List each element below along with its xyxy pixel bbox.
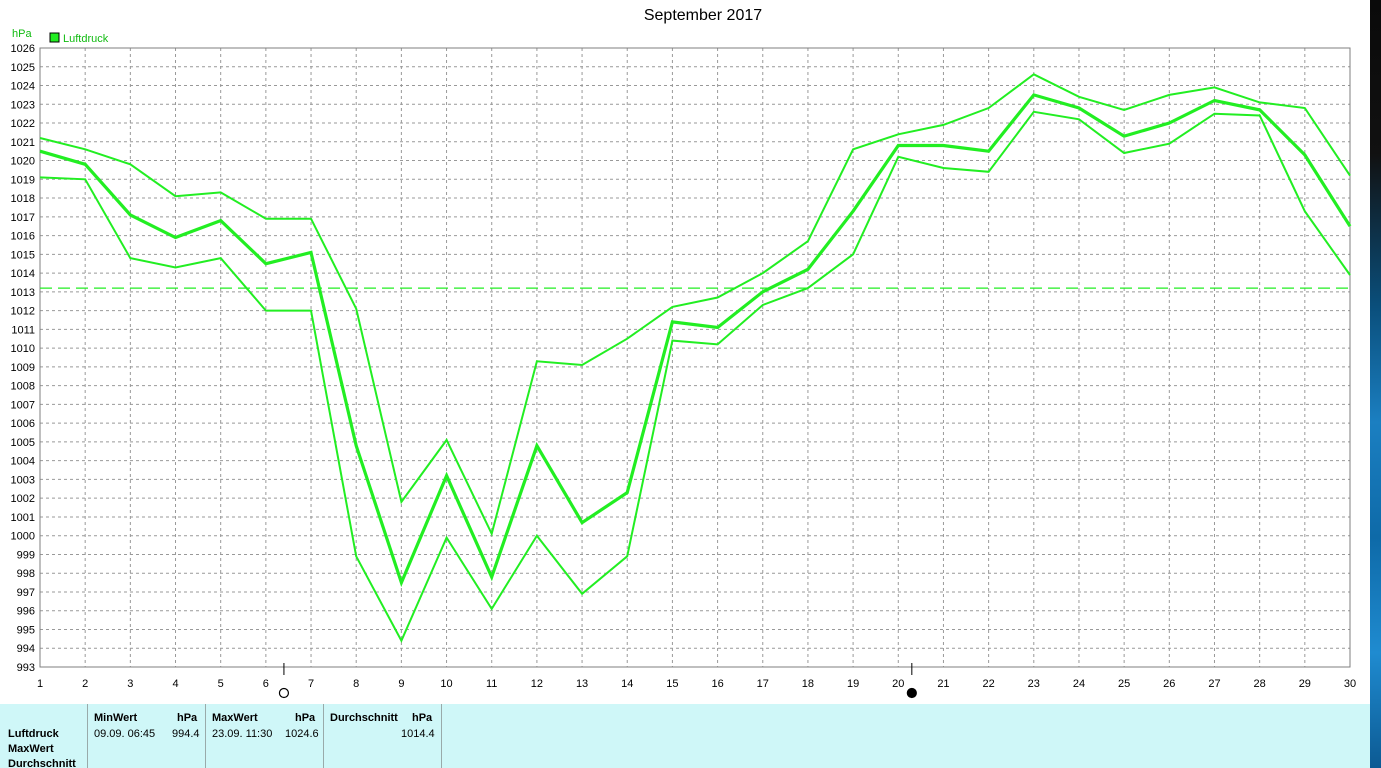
y-tick-label: 999: [17, 549, 35, 561]
y-axis-unit: hPa: [12, 28, 32, 40]
max-value: 1024.6: [285, 728, 319, 740]
x-tick-label: 24: [1073, 678, 1085, 690]
column-divider: [205, 704, 206, 768]
plot-frame: [39, 47, 1351, 668]
min-unit: hPa: [177, 712, 198, 724]
y-tick-label: 1002: [11, 493, 35, 505]
x-tick-label: 12: [531, 678, 543, 690]
x-tick-label: 14: [621, 678, 633, 690]
new-moon-icon: [906, 687, 917, 699]
x-tick-label: 30: [1344, 678, 1356, 690]
y-tick-label: 1021: [11, 137, 35, 149]
y-tick-label: 1009: [11, 362, 35, 374]
x-tick-label: 17: [757, 678, 769, 690]
max-header: MaxWert: [212, 712, 258, 724]
series-line-1: [39, 93, 1352, 588]
x-tick-label: 9: [398, 678, 404, 690]
min-value: 994.4: [172, 728, 200, 740]
column-divider: [323, 704, 324, 768]
x-tick-label: 13: [576, 678, 588, 690]
y-tick-label: 1025: [11, 62, 35, 74]
min-header: MinWert: [94, 712, 138, 724]
y-tick-label: 1018: [11, 193, 35, 205]
y-tick-label: 1004: [11, 456, 35, 468]
y-tick-label: 1005: [11, 437, 35, 449]
x-tick-label: 29: [1299, 678, 1311, 690]
y-tick-label: 1007: [11, 399, 35, 411]
max-datetime: 23.09. 11:30: [212, 728, 273, 740]
y-tick-label: 1026: [11, 43, 35, 55]
y-tick-label: 1020: [11, 156, 35, 168]
legend-entry: Luftdruck: [63, 33, 109, 45]
min-datetime: 09.09. 06:45: [94, 728, 156, 740]
x-tick-label: 16: [711, 678, 723, 690]
series-line-3: [39, 110, 1351, 643]
y-tick-label: 1003: [11, 474, 35, 486]
x-tick-label: 22: [982, 678, 994, 690]
y-tick-label: 1001: [11, 512, 35, 524]
y-tick-label: 1011: [11, 324, 35, 336]
y-tick-label: 1022: [11, 118, 35, 130]
y-tick-label: 994: [17, 643, 35, 655]
x-tick-label: 15: [666, 678, 678, 690]
y-tick-label: 1008: [11, 381, 35, 393]
pressure-chart: September 2017 993 994 995 996 997 998 999 1000 1…: [11, 7, 1356, 699]
x-tick-label: 26: [1163, 678, 1175, 690]
avg-unit: hPa: [412, 712, 433, 724]
y-tick-label: 1006: [11, 418, 35, 430]
avg-header: Durchschnitt: [330, 712, 398, 724]
y-tick-label: 1010: [11, 343, 35, 355]
stats-panel: Luftdruck MaxWert Durchschnitt MinWert h…: [0, 704, 1370, 768]
series-line-2: [39, 73, 1351, 537]
y-tick-label: 1023: [11, 99, 35, 111]
y-tick-label: 1012: [11, 306, 35, 318]
window-edge-strip: [1370, 0, 1381, 768]
avg-value: 1014.4: [401, 728, 435, 740]
y-tick-label: 1015: [11, 249, 35, 261]
max-unit: hPa: [295, 712, 316, 724]
x-tick-label: 18: [802, 678, 814, 690]
x-tick-label: 23: [1028, 678, 1040, 690]
y-tick-label: 1013: [11, 287, 35, 299]
y-tick-label: 998: [17, 568, 35, 580]
x-tick-label: 25: [1118, 678, 1130, 690]
x-tick-label: 20: [892, 678, 904, 690]
column-divider: [441, 704, 442, 768]
x-tick-label: 19: [847, 678, 859, 690]
legend-swatch: [49, 32, 60, 43]
y-tick-label: 1019: [11, 174, 35, 186]
y-tick-label: 1000: [11, 531, 35, 543]
chart-title: September 2017: [644, 7, 762, 24]
x-tick-label: 3: [127, 678, 133, 690]
x-tick-label: 4: [172, 678, 178, 690]
x-tick-label: 10: [440, 678, 452, 690]
x-tick-label: 21: [937, 678, 949, 690]
column-divider: [87, 704, 88, 768]
y-tick-label: 1024: [11, 81, 35, 93]
y-tick-label: 996: [17, 606, 35, 618]
y-tick-label: 1014: [11, 268, 35, 280]
x-tick-label: 5: [218, 678, 224, 690]
x-tick-label: 6: [263, 678, 269, 690]
stats-row-label: Durchschnitt: [8, 758, 76, 768]
x-tick-label: 27: [1208, 678, 1220, 690]
full-moon-icon: [278, 687, 290, 699]
y-tick-label: 997: [17, 587, 35, 599]
x-tick-label: 8: [353, 678, 359, 690]
y-tick-label: 1016: [11, 231, 35, 243]
y-tick-label: 993: [17, 662, 35, 674]
y-tick-label: 995: [17, 624, 35, 636]
y-tick-label: 1017: [11, 212, 35, 224]
x-tick-label: 28: [1254, 678, 1266, 690]
stats-row-label: Luftdruck: [8, 728, 59, 740]
x-tick-label: 7: [308, 678, 314, 690]
x-tick-label: 2: [82, 678, 88, 690]
stats-row-label: MaxWert: [8, 743, 54, 755]
x-tick-label: 1: [37, 678, 43, 690]
x-tick-label: 11: [486, 678, 497, 690]
